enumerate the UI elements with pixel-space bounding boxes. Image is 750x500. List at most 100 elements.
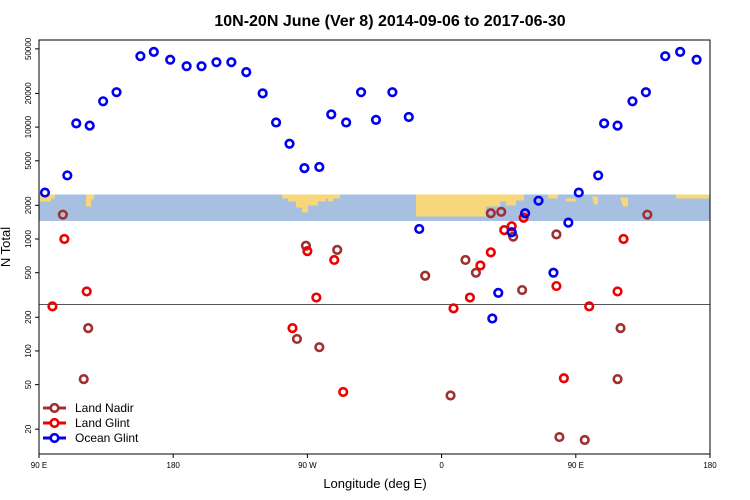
ocean-glint-point (148, 46, 159, 57)
ocean-glint-point (520, 208, 531, 219)
y-tick-label: 5000 (24, 151, 33, 169)
ocean-glint-point (284, 138, 295, 149)
land-nadir-point (445, 390, 456, 401)
ocean-glint-point (493, 287, 504, 299)
x-tick-label: 90 E (31, 461, 47, 470)
y-axis: 20 50 100 200 500 1000 2000 5000 10000 20000 50000 (24, 37, 39, 434)
ocean-glint-point (165, 54, 176, 65)
land-nadir-legend-marker (49, 402, 60, 414)
land-glint-point (329, 254, 340, 266)
land-glint-point (612, 286, 623, 297)
ocean-glint-point (196, 61, 207, 72)
chart-title: 10N-20N June (Ver 8) 2014-09-06 to 2017-… (214, 13, 565, 30)
map-land (39, 194, 710, 217)
land-glint-point (448, 303, 459, 314)
land-nadir-point (420, 270, 431, 281)
land-glint-point (551, 280, 562, 292)
x-axis-label: Longitude (deg E) (323, 476, 426, 491)
ocean-glint-point (211, 57, 222, 68)
land-nadir-point (460, 254, 471, 266)
land-glint-point (287, 322, 298, 334)
ocean-glint-point (270, 117, 282, 128)
data-points (39, 46, 702, 446)
land-glint-point (59, 233, 70, 245)
land-nadir-point (470, 267, 481, 278)
ocean-glint-point (241, 66, 252, 78)
land-glint-point (584, 301, 595, 312)
land-glint-legend-marker (49, 417, 60, 429)
ocean-glint-point (181, 61, 192, 72)
ocean-glint-point (111, 87, 122, 98)
world-map-band (39, 194, 710, 221)
ocean-glint-point (660, 51, 671, 62)
ocean-glint-point (414, 223, 425, 235)
ocean-glint-point (627, 96, 638, 107)
map-ocean (39, 194, 710, 221)
y-tick-label: 10000 (24, 115, 33, 138)
ocean-glint-point (533, 195, 544, 206)
ocean-glint-point (355, 87, 367, 98)
y-tick-label: 100 (24, 344, 33, 358)
land-glint-legend-label: Land Glint (75, 416, 130, 430)
x-tick-label: 180 (703, 461, 717, 470)
land-glint-point (302, 245, 313, 257)
ocean-glint-point (640, 87, 651, 98)
land-nadir-legend-label: Land Nadir (75, 401, 134, 415)
land-glint-point (464, 292, 476, 303)
land-nadir-point (551, 229, 562, 240)
y-tick-label: 1000 (24, 230, 33, 248)
land-nadir-point (332, 244, 343, 255)
ocean-glint-point (135, 51, 146, 62)
y-tick-label: 20 (24, 424, 33, 433)
land-nadir-point (78, 374, 89, 385)
ocean-glint-point (314, 161, 325, 173)
x-tick-label: 90 E (568, 461, 584, 470)
ocean-glint-point (341, 117, 352, 128)
ocean-glint-point (548, 267, 559, 278)
y-tick-label: 20000 (24, 82, 33, 105)
y-tick-label: 2000 (24, 196, 33, 214)
ocean-glint-point (370, 114, 382, 125)
ocean-glint-legend-label: Ocean Glint (75, 431, 139, 445)
land-nadir-point (517, 284, 528, 296)
x-axis: 90 E 180 90 W 0 90 E 180 (31, 454, 717, 470)
ocean-glint-point (612, 120, 623, 131)
land-nadir-point (642, 209, 653, 220)
land-glint-point (81, 286, 92, 297)
ocean-glint-point (84, 120, 95, 131)
land-nadir-point (612, 374, 623, 385)
ocean-glint-point (563, 217, 574, 228)
land-nadir-point (554, 431, 565, 443)
ocean-glint-point (62, 170, 73, 181)
ocean-glint-point (593, 170, 604, 181)
land-nadir-point (291, 333, 303, 345)
land-glint-point (558, 373, 569, 384)
land-nadir-point (485, 208, 496, 219)
ocean-glint-point (675, 46, 686, 57)
y-axis-label: N Total (0, 227, 13, 267)
x-tick-label: 180 (167, 461, 181, 470)
ocean-glint-point (326, 109, 337, 120)
ocean-glint-point (71, 118, 82, 129)
x-tick-label: 90 W (298, 461, 317, 470)
land-glint-point (485, 247, 496, 258)
y-tick-label: 200 (24, 310, 33, 324)
ocean-glint-point (573, 187, 584, 198)
plot-frame (38, 39, 711, 455)
land-glint-point (311, 292, 322, 303)
ocean-glint-point (599, 118, 610, 129)
land-nadir-point (83, 322, 94, 334)
land-glint-point (47, 301, 58, 312)
ocean-glint-point (226, 57, 237, 68)
ocean-glint-point (299, 163, 310, 174)
y-tick-label: 50 (24, 380, 33, 389)
x-tick-label: 0 (439, 461, 444, 470)
ocean-glint-point (487, 313, 498, 324)
land-nadir-point (496, 206, 507, 217)
land-glint-point (618, 233, 629, 245)
ocean-glint-legend-marker (49, 432, 60, 444)
ocean-glint-point (98, 96, 109, 107)
land-nadir-point (579, 434, 590, 446)
